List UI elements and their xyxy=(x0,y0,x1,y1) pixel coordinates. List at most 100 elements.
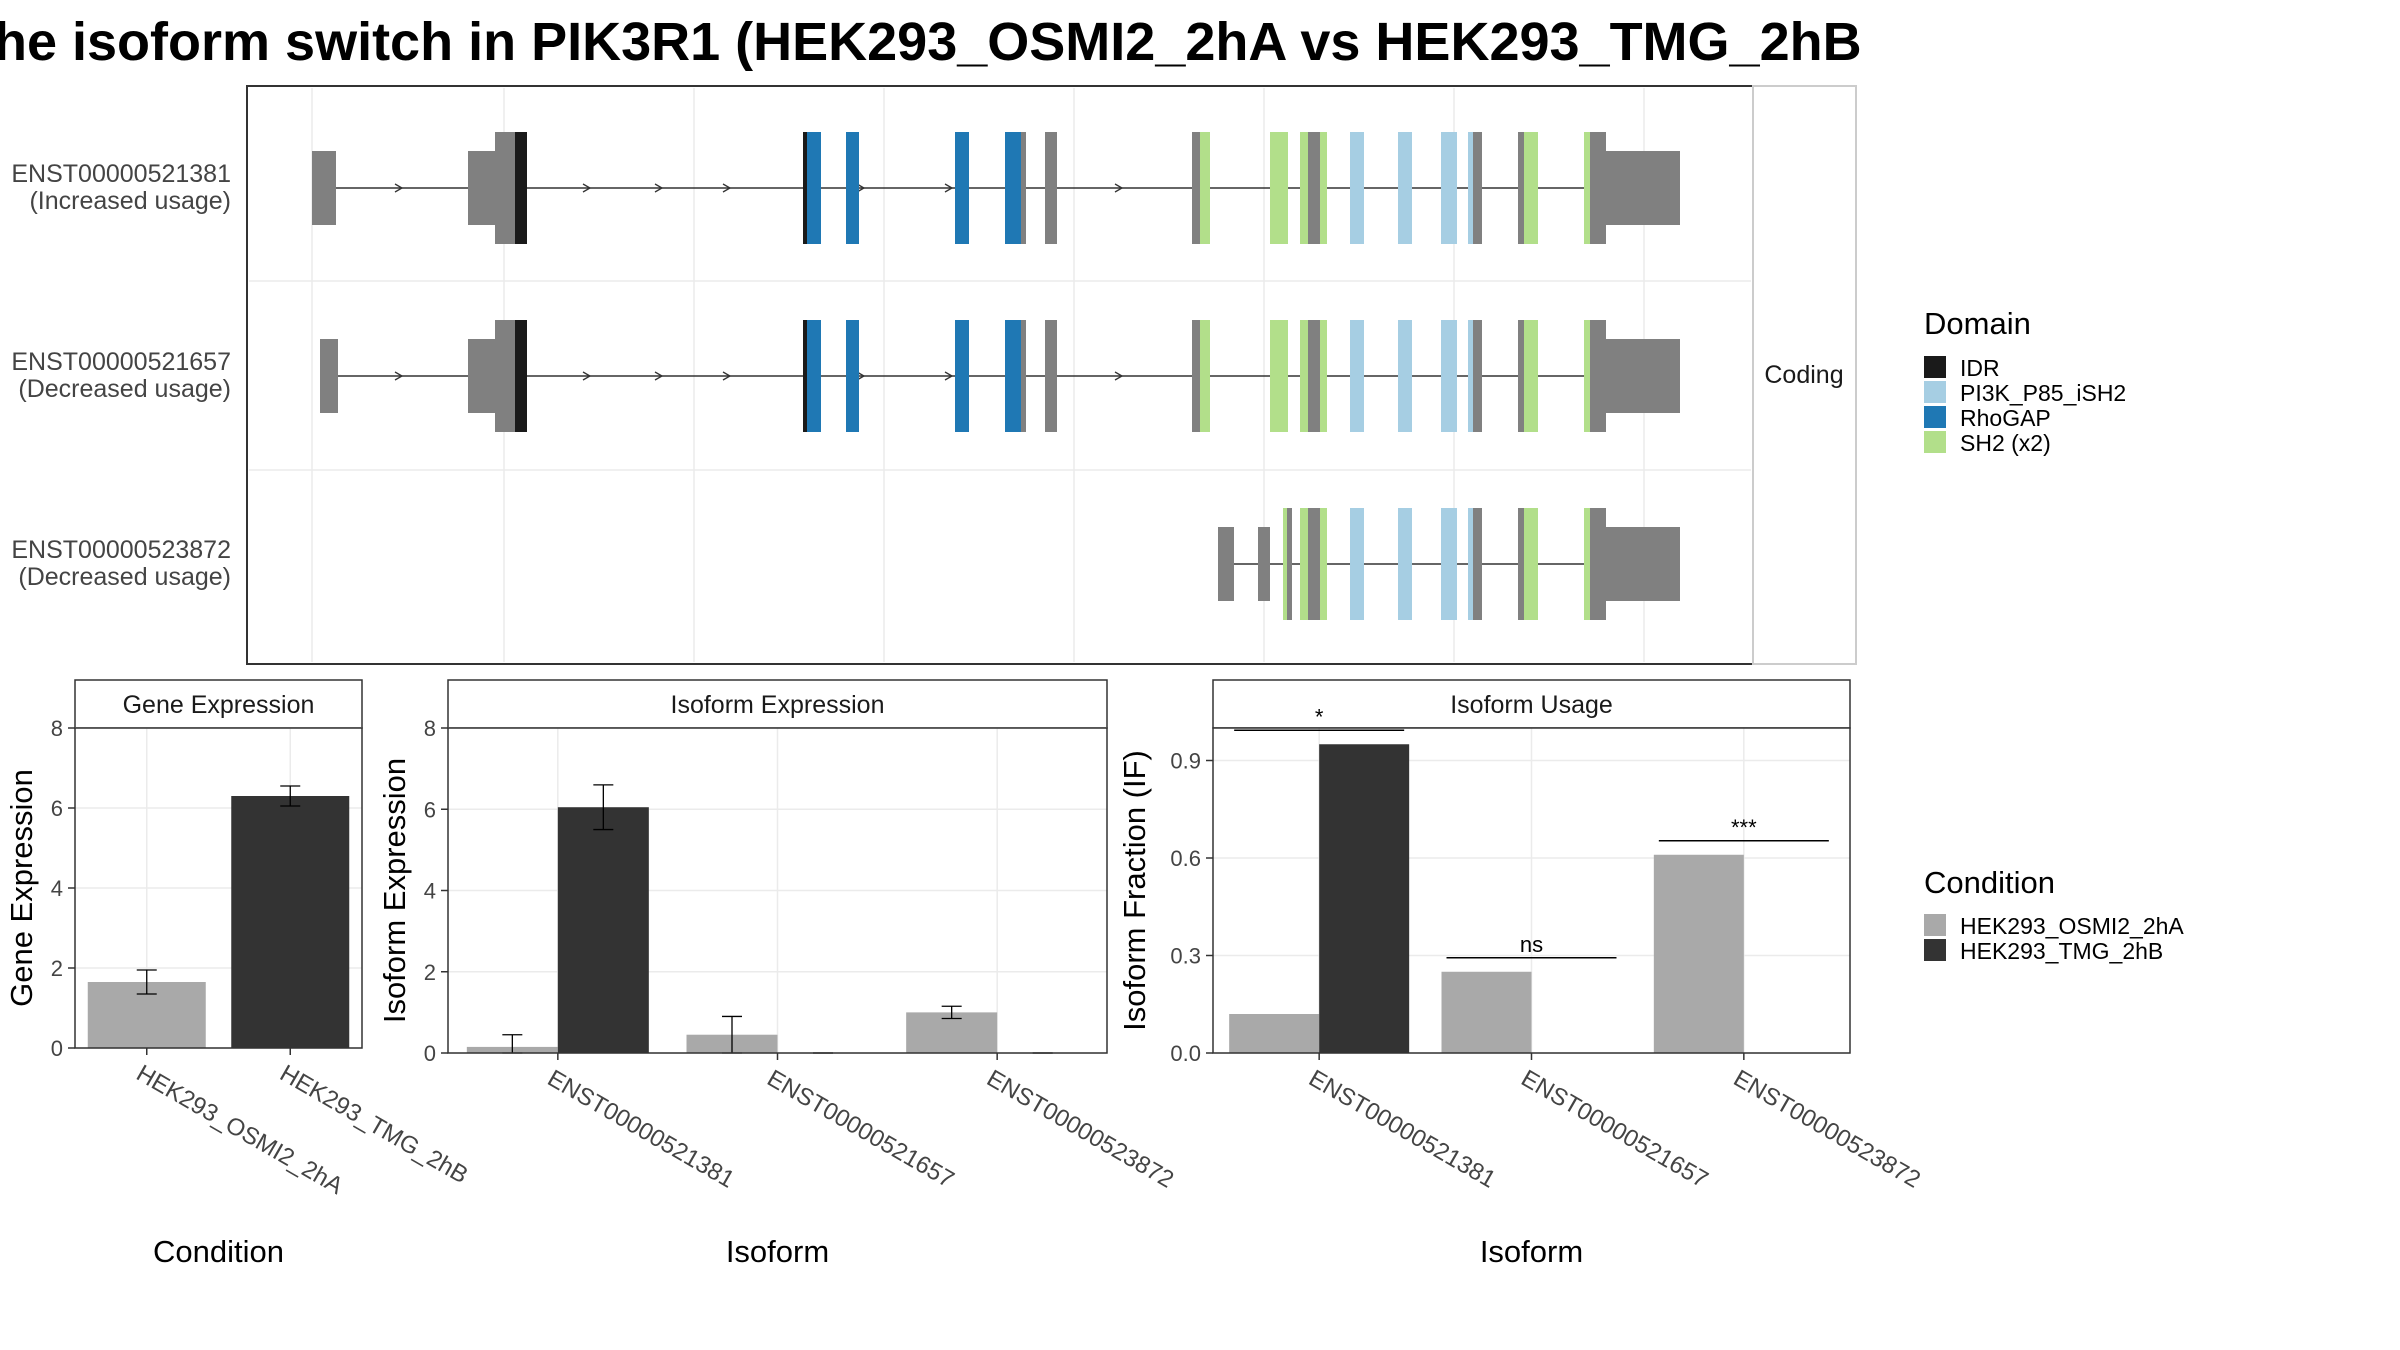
coding-exon xyxy=(1320,508,1327,620)
coding-exon xyxy=(955,132,969,244)
y-tick-label: 8 xyxy=(424,716,436,741)
coding-exon xyxy=(1200,320,1210,432)
isoform-usage-3: (Decreased usage) xyxy=(18,563,231,591)
intron-direction-arrow xyxy=(944,371,954,381)
coding-exon xyxy=(1398,320,1412,432)
isoform-usage-2: (Decreased usage) xyxy=(18,375,231,403)
plot-frame xyxy=(74,727,363,1049)
coding-exon xyxy=(1283,508,1290,620)
utr-exon xyxy=(468,151,498,225)
coding-facet-strip xyxy=(1752,85,1857,665)
coding-exon xyxy=(1473,320,1482,432)
coding-exon xyxy=(1590,508,1606,620)
coding-exon xyxy=(846,320,859,432)
legend-swatch-rhogap xyxy=(1924,406,1946,428)
bar xyxy=(1229,1014,1320,1053)
intron-direction-arrow xyxy=(722,371,732,381)
significance-label: * xyxy=(1315,704,1324,729)
coding-exon xyxy=(1270,320,1288,432)
condition-legend: Condition HEK293_OSMI2_2hA HEK293_TMG_2h… xyxy=(1924,865,2184,964)
facet-strip xyxy=(447,679,1108,729)
utr-exon xyxy=(320,339,338,413)
coding-exon xyxy=(1045,132,1057,244)
facet-title: Gene Expression xyxy=(123,691,315,719)
utr-exon xyxy=(1258,527,1270,601)
isoform-usage-1: (Increased usage) xyxy=(29,187,231,215)
coding-exon xyxy=(1270,132,1288,244)
intron-direction-arrow xyxy=(856,371,866,381)
isoform-row-3 xyxy=(1218,508,1680,620)
intron-direction-arrow xyxy=(654,371,664,381)
x-tick-label: ENST00000523872 xyxy=(1729,1065,1925,1194)
coding-exon xyxy=(1287,508,1292,620)
y-axis-title: Isoform Fraction (IF) xyxy=(1117,750,1152,1031)
legend-label-cond-a: HEK293_OSMI2_2hA xyxy=(1960,913,2184,939)
bar xyxy=(1319,744,1410,1053)
utr-exon xyxy=(1218,527,1234,601)
intron-direction-arrow xyxy=(1114,183,1124,193)
coding-exon xyxy=(1524,508,1538,620)
transcript-structure-panel: Coding ENST00000521381 (Increased usage)… xyxy=(11,85,1857,665)
x-axis-title: Isoform xyxy=(1480,1234,1583,1269)
intron-direction-arrow xyxy=(654,183,664,193)
legend-label-rhogap: RhoGAP xyxy=(1960,405,2051,431)
legend-label-idr: IDR xyxy=(1960,355,2000,381)
domain-legend-title: Domain xyxy=(1924,306,2031,341)
coding-exon xyxy=(1045,320,1057,432)
coding-exon xyxy=(1320,132,1327,244)
coding-exon xyxy=(1524,132,1538,244)
utr-exon xyxy=(312,151,336,225)
coding-exon xyxy=(1398,132,1412,244)
y-tick-label: 4 xyxy=(424,879,436,904)
coding-exon xyxy=(1200,132,1210,244)
legend-swatch-sh2 xyxy=(1924,431,1946,453)
intron-direction-arrow xyxy=(394,371,404,381)
y-axis-title: Gene Expression xyxy=(4,769,39,1007)
y-tick-label: 6 xyxy=(424,797,436,822)
isoform-usage-panel: Isoform Usage 0.0 0.3 0.6 0.9 * ns *** ENST00000… xyxy=(1117,679,1925,1269)
utr-exon xyxy=(468,339,498,413)
coding-exon xyxy=(1021,320,1026,432)
y-tick-label: 0.9 xyxy=(1170,749,1201,774)
significance-label: ns xyxy=(1520,932,1543,957)
y-tick-label: 0.3 xyxy=(1170,944,1201,969)
intron-direction-arrow xyxy=(856,183,866,193)
legend-label-cond-b: HEK293_TMG_2hB xyxy=(1960,938,2163,964)
y-tick-label: 2 xyxy=(51,956,63,981)
bar xyxy=(557,807,649,1053)
structure-isoform-rows xyxy=(312,132,1680,620)
y-tick-label: 0 xyxy=(424,1041,436,1066)
intron-direction-arrow xyxy=(722,183,732,193)
coding-exon xyxy=(1320,320,1327,432)
coding-exon xyxy=(1308,320,1320,432)
coding-exon xyxy=(1473,508,1482,620)
y-tick-label: 8 xyxy=(51,716,63,741)
bar xyxy=(906,1012,998,1053)
coding-exon xyxy=(515,320,527,432)
coding-exon xyxy=(955,320,969,432)
coding-exon xyxy=(1350,132,1364,244)
coding-exon xyxy=(846,132,859,244)
isoform-row-2 xyxy=(320,320,1680,432)
y-tick-label: 0.0 xyxy=(1170,1041,1201,1066)
coding-exon xyxy=(1021,132,1026,244)
coding-facet-label: Coding xyxy=(1764,361,1843,389)
coding-exon xyxy=(1005,320,1025,432)
y-tick-label: 0.6 xyxy=(1170,846,1201,871)
legend-swatch-ish2 xyxy=(1924,381,1946,403)
coding-exon xyxy=(1308,508,1320,620)
y-tick-label: 6 xyxy=(51,796,63,821)
intron-direction-arrow xyxy=(394,183,404,193)
domain-legend: Domain IDR PI3K_P85_iSH2 RhoGAP SH2 (x2) xyxy=(1924,306,2126,456)
facet-title: Isoform Usage xyxy=(1450,691,1613,719)
coding-exon xyxy=(1350,320,1364,432)
coding-exon xyxy=(1308,132,1320,244)
coding-exon xyxy=(1350,508,1364,620)
coding-exon xyxy=(807,132,821,244)
coding-exon xyxy=(1524,320,1538,432)
bar xyxy=(231,796,350,1048)
facet-title: Isoform Expression xyxy=(671,691,885,719)
coding-exon xyxy=(1441,508,1457,620)
